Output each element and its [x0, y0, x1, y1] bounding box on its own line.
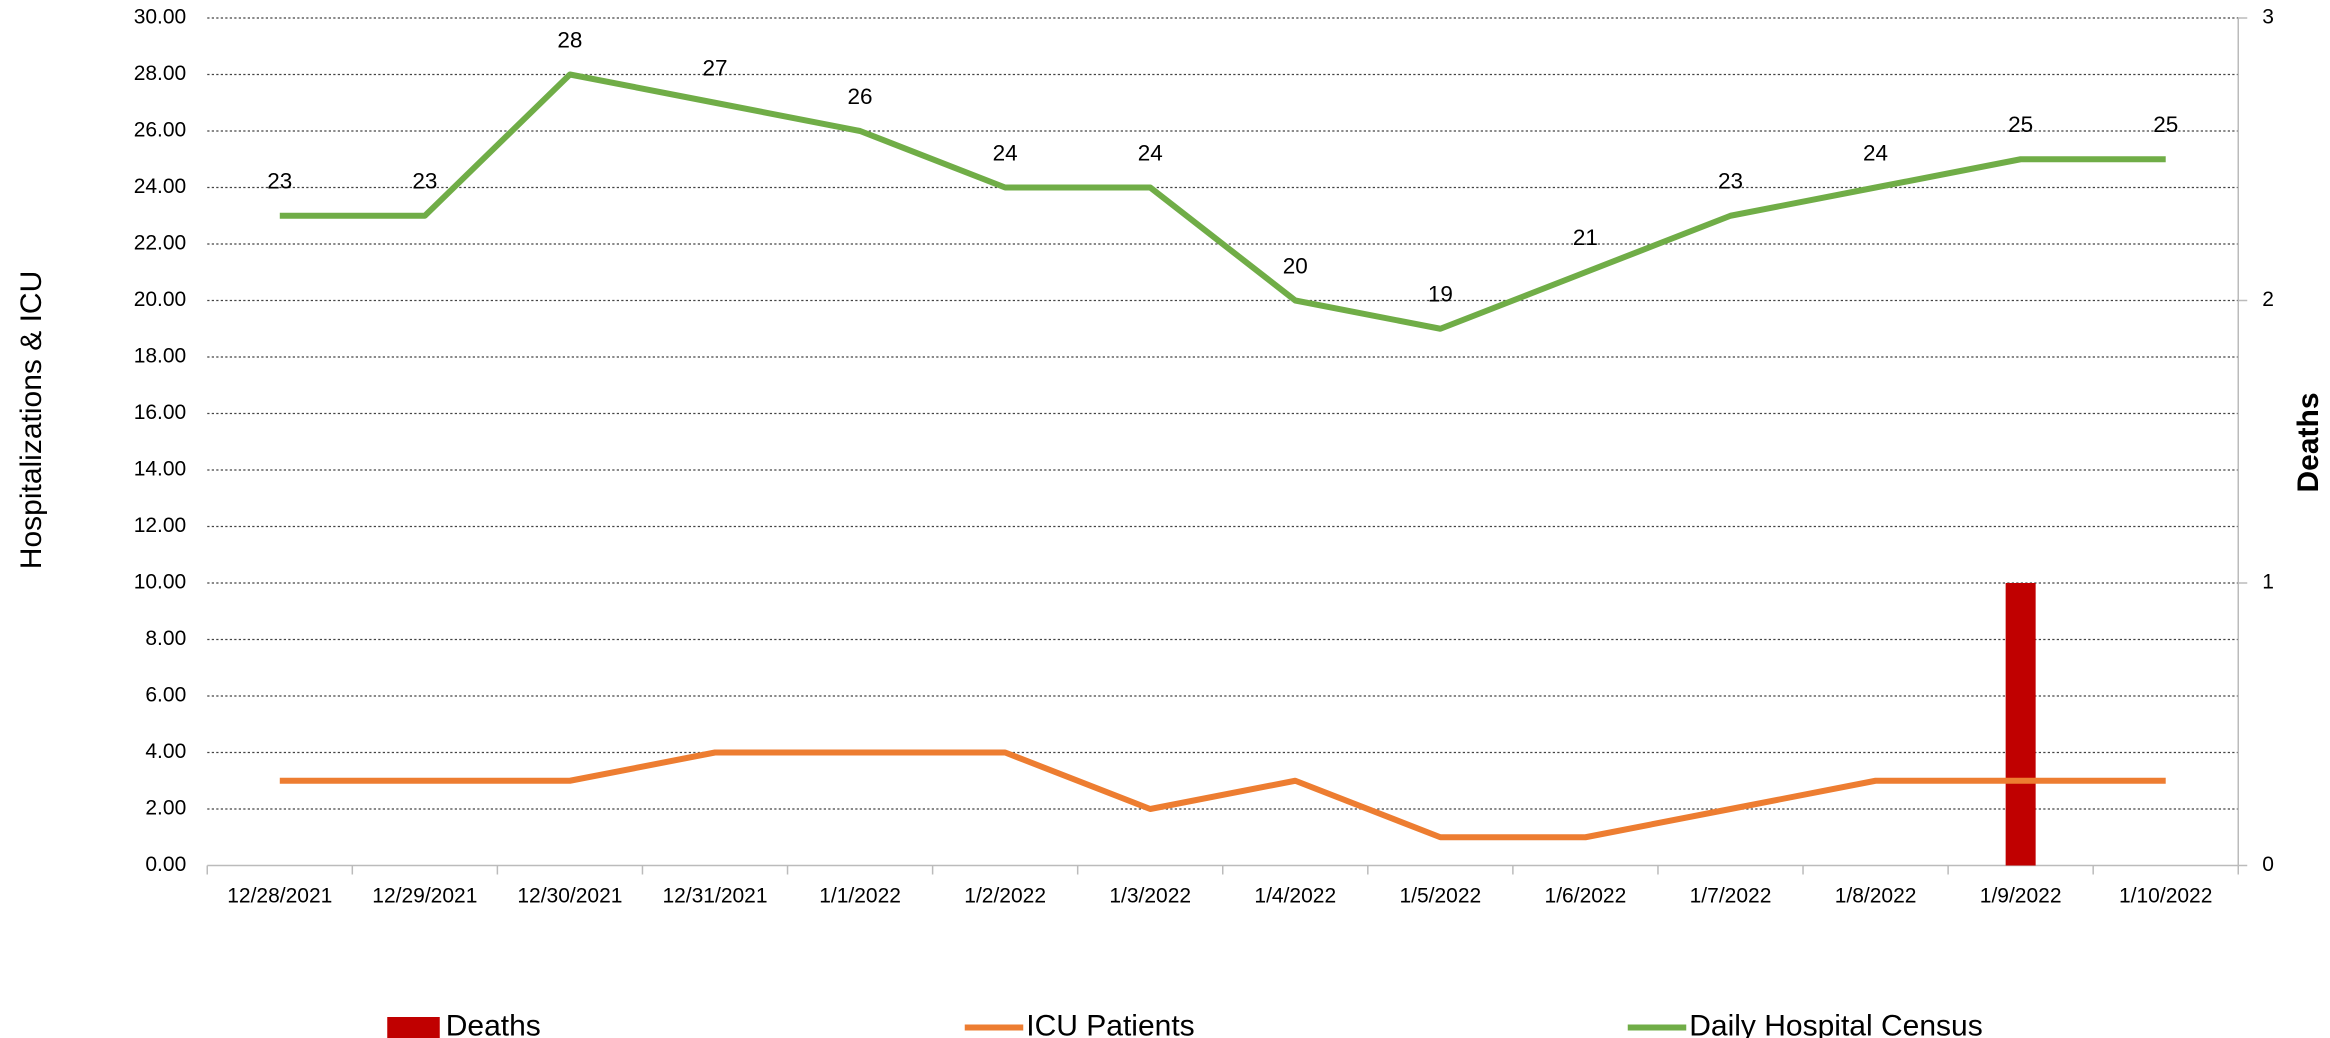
x-tick-label: 1/6/2022 — [1545, 885, 1627, 908]
y2-tick-label: 0 — [2262, 853, 2274, 876]
y-tick-label: 0.00 — [145, 853, 186, 876]
x-tick-label: 1/9/2022 — [1980, 885, 2062, 908]
data-label: 23 — [267, 169, 292, 194]
data-label: 28 — [557, 27, 582, 52]
x-tick-label: 12/28/2021 — [227, 885, 332, 908]
y2-axis-label: Deaths — [2292, 392, 2325, 492]
y-tick-label: 4.00 — [145, 740, 186, 763]
x-tick-label: 1/8/2022 — [1835, 885, 1917, 908]
y-tick-label: 28.00 — [134, 62, 187, 85]
x-tick-label: 12/31/2021 — [662, 885, 767, 908]
y-tick-label: 30.00 — [134, 6, 187, 29]
legend-label: Daily Hospital Census — [1689, 1009, 1982, 1038]
x-tick-label: 1/3/2022 — [1109, 885, 1191, 908]
data-label: 27 — [702, 56, 727, 81]
x-tick-label: 1/2/2022 — [964, 885, 1046, 908]
legend-label: ICU Patients — [1026, 1009, 1194, 1038]
x-tick-label: 1/10/2022 — [2119, 885, 2212, 908]
y2-tick-label: 3 — [2262, 6, 2274, 29]
y-tick-label: 8.00 — [145, 627, 186, 650]
legend-label: Deaths — [446, 1009, 541, 1038]
y-tick-label: 22.00 — [134, 232, 187, 255]
data-label: 24 — [993, 140, 1018, 165]
data-label: 26 — [848, 84, 873, 109]
x-tick-label: 12/29/2021 — [372, 885, 477, 908]
y-tick-label: 18.00 — [134, 345, 187, 368]
y2-tick-label: 2 — [2262, 288, 2274, 311]
y-tick-label: 24.00 — [134, 175, 187, 198]
y-tick-label: 6.00 — [145, 684, 186, 707]
legend-swatch — [387, 1017, 440, 1038]
x-tick-label: 1/1/2022 — [819, 885, 901, 908]
y-tick-label: 14.00 — [134, 458, 187, 481]
data-label: 23 — [412, 169, 437, 194]
y-tick-label: 2.00 — [145, 797, 186, 820]
y2-tick-label: 1 — [2262, 571, 2274, 594]
x-tick-label: 1/5/2022 — [1399, 885, 1481, 908]
y-tick-label: 20.00 — [134, 288, 187, 311]
x-tick-label: 1/4/2022 — [1254, 885, 1336, 908]
data-label: 24 — [1138, 140, 1163, 165]
data-label: 19 — [1428, 282, 1453, 307]
x-tick-label: 12/30/2021 — [517, 885, 622, 908]
y-tick-label: 12.00 — [134, 514, 187, 537]
data-label: 21 — [1573, 225, 1598, 250]
x-tick-label: 1/7/2022 — [1690, 885, 1772, 908]
data-label: 23 — [1718, 169, 1743, 194]
bar — [2005, 583, 2036, 866]
y-tick-label: 26.00 — [134, 119, 187, 142]
y-axis-label: Hospitalizations & ICU — [15, 271, 48, 569]
data-label: 20 — [1283, 253, 1308, 278]
data-label: 25 — [2153, 112, 2178, 137]
y-tick-label: 10.00 — [134, 571, 187, 594]
data-label: 25 — [2008, 112, 2033, 137]
y-tick-label: 16.00 — [134, 401, 187, 424]
data-label: 24 — [1863, 140, 1888, 165]
line — [279, 71, 2166, 332]
line — [279, 749, 2166, 841]
